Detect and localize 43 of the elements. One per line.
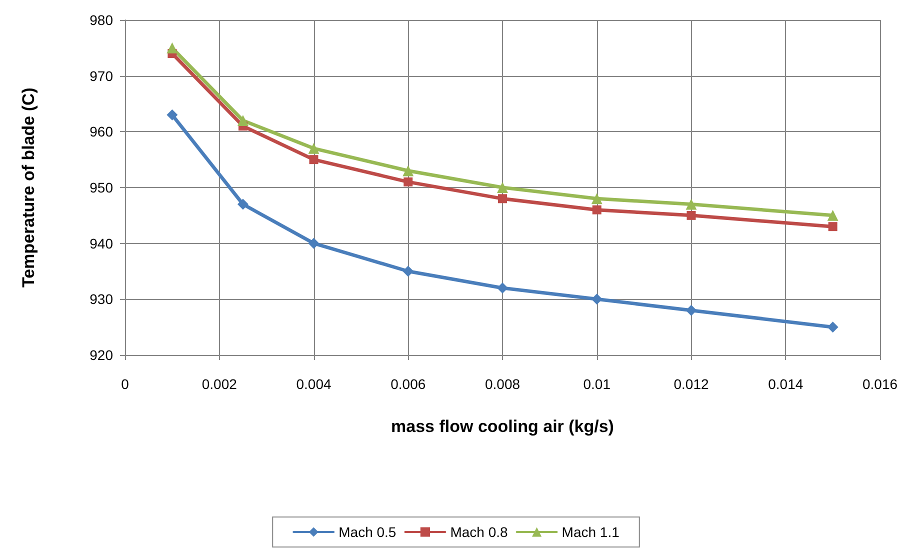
x-tick-label: 0.002 bbox=[202, 376, 238, 392]
point bbox=[592, 205, 602, 214]
point bbox=[402, 165, 414, 176]
x-tick-label: 0.01 bbox=[583, 376, 611, 392]
point bbox=[308, 142, 320, 154]
point bbox=[498, 194, 507, 204]
point bbox=[827, 322, 838, 333]
point bbox=[404, 177, 413, 186]
legend-label: Mach 0.8 bbox=[450, 524, 508, 540]
point bbox=[237, 115, 248, 126]
point bbox=[309, 155, 318, 164]
point bbox=[166, 42, 178, 54]
y-tick-label: 950 bbox=[90, 180, 114, 196]
x-tick-label: 0.016 bbox=[862, 376, 898, 392]
legend-label: Mach 1.1 bbox=[562, 524, 620, 540]
point bbox=[686, 210, 696, 220]
point bbox=[828, 222, 838, 232]
x-tick-label: 0.008 bbox=[484, 376, 520, 392]
y-tick-label: 960 bbox=[90, 124, 114, 140]
y-tick-label: 930 bbox=[90, 291, 114, 308]
y-tick-label: 920 bbox=[90, 347, 114, 363]
point bbox=[686, 198, 697, 210]
x-tick-label: 0 bbox=[121, 376, 130, 392]
x-tick-label: 0.006 bbox=[390, 376, 426, 392]
point bbox=[308, 238, 320, 249]
point bbox=[497, 182, 508, 193]
y-tick-label: 970 bbox=[90, 68, 114, 84]
point bbox=[497, 282, 508, 294]
point bbox=[591, 294, 602, 305]
y-axis-title: Temperature of blade (C) bbox=[19, 88, 38, 288]
point bbox=[591, 193, 602, 204]
point bbox=[166, 109, 178, 120]
x-tick-label: 0.004 bbox=[296, 376, 332, 392]
y-tick-label: 980 bbox=[90, 12, 114, 28]
y-tick-label: 940 bbox=[90, 235, 114, 252]
point bbox=[686, 304, 697, 316]
point bbox=[237, 198, 248, 210]
point bbox=[402, 266, 414, 277]
x-axis-title: mass flow cooling air (kg/s) bbox=[391, 417, 614, 436]
legend-label: Mach 0.5 bbox=[338, 524, 396, 540]
point bbox=[827, 210, 838, 221]
x-tick-label: 0.012 bbox=[674, 376, 709, 392]
x-tick-label: 0.014 bbox=[768, 376, 804, 392]
